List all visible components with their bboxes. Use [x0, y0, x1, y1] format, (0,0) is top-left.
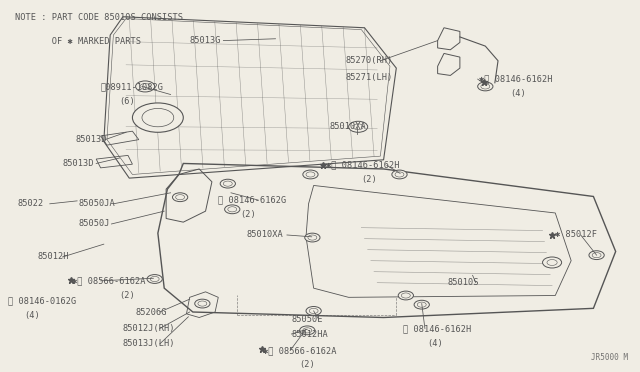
Circle shape: [308, 235, 317, 240]
Text: NOTE : PART CODE 85010S CONSISTS: NOTE : PART CODE 85010S CONSISTS: [15, 13, 183, 22]
Circle shape: [136, 81, 155, 92]
Text: ⓝ08911-1082G: ⓝ08911-1082G: [100, 82, 164, 91]
Text: 85271(LH): 85271(LH): [346, 73, 393, 82]
Text: (4): (4): [427, 339, 443, 348]
Circle shape: [150, 276, 159, 282]
Circle shape: [592, 253, 601, 258]
Circle shape: [305, 233, 320, 242]
Circle shape: [175, 195, 184, 200]
Text: (2): (2): [300, 360, 316, 369]
Circle shape: [401, 293, 410, 298]
Text: 85050E: 85050E: [291, 315, 323, 324]
Circle shape: [477, 82, 493, 91]
Circle shape: [303, 328, 312, 333]
Circle shape: [543, 257, 562, 268]
Circle shape: [198, 301, 207, 306]
Text: (2): (2): [241, 210, 256, 219]
Circle shape: [481, 84, 490, 89]
Text: ✱Ⓑ 08146-6162H: ✱Ⓑ 08146-6162H: [326, 161, 400, 170]
Circle shape: [306, 172, 315, 177]
Text: 85050J: 85050J: [78, 219, 110, 228]
Circle shape: [228, 207, 237, 212]
Circle shape: [173, 193, 188, 202]
Circle shape: [195, 299, 210, 308]
Text: 85206G: 85206G: [136, 308, 167, 317]
Circle shape: [220, 179, 236, 188]
Text: Ⓑ 08146-0162G: Ⓑ 08146-0162G: [8, 296, 77, 305]
Circle shape: [353, 124, 364, 130]
Text: ✱Ⓑ 08146-6162H: ✱Ⓑ 08146-6162H: [479, 75, 552, 84]
Text: (4): (4): [511, 89, 527, 98]
Circle shape: [223, 181, 232, 186]
Text: (2): (2): [120, 291, 136, 300]
Text: 85022: 85022: [18, 199, 44, 208]
Text: JR5000 M: JR5000 M: [591, 353, 628, 362]
Text: 85050JA: 85050JA: [78, 199, 115, 208]
Text: 85012J(RH): 85012J(RH): [123, 324, 175, 333]
Text: ✱Ⓢ 08566-6162A: ✱Ⓢ 08566-6162A: [72, 276, 145, 285]
Text: OF ✱ MARKED PARTS: OF ✱ MARKED PARTS: [15, 37, 141, 46]
Text: 85013G: 85013G: [189, 36, 221, 45]
Text: (2): (2): [362, 176, 377, 185]
Text: 85010XA: 85010XA: [330, 122, 366, 131]
Circle shape: [398, 291, 413, 300]
Circle shape: [306, 307, 321, 315]
Circle shape: [395, 172, 404, 177]
Circle shape: [147, 275, 163, 283]
Circle shape: [132, 103, 183, 132]
Text: ✱ 85012F: ✱ 85012F: [556, 231, 597, 240]
Circle shape: [140, 83, 150, 89]
Text: (4): (4): [24, 311, 40, 320]
Text: 85010XA: 85010XA: [247, 231, 284, 240]
Circle shape: [300, 326, 315, 335]
Text: Ⓑ 08146-6162G: Ⓑ 08146-6162G: [218, 196, 287, 205]
Circle shape: [547, 260, 557, 266]
Text: Ⓑ 08146-6162H: Ⓑ 08146-6162H: [403, 324, 471, 333]
Text: 85013D: 85013D: [63, 159, 94, 168]
Circle shape: [414, 300, 429, 309]
Circle shape: [417, 302, 426, 307]
Text: 85270(RH): 85270(RH): [346, 56, 393, 65]
Circle shape: [589, 251, 604, 260]
Text: 85013D: 85013D: [76, 135, 107, 144]
Text: 85012H: 85012H: [37, 253, 68, 262]
Text: (6): (6): [120, 97, 136, 106]
Text: 85013J(LH): 85013J(LH): [123, 339, 175, 349]
Text: ✱Ⓢ 08566-6162A: ✱Ⓢ 08566-6162A: [263, 346, 336, 355]
Text: 85010S: 85010S: [447, 278, 479, 287]
Text: 85012HA: 85012HA: [291, 330, 328, 339]
Circle shape: [349, 121, 368, 132]
Circle shape: [392, 170, 407, 179]
Circle shape: [142, 109, 173, 127]
Circle shape: [309, 308, 318, 314]
Circle shape: [225, 205, 240, 214]
Circle shape: [303, 170, 318, 179]
